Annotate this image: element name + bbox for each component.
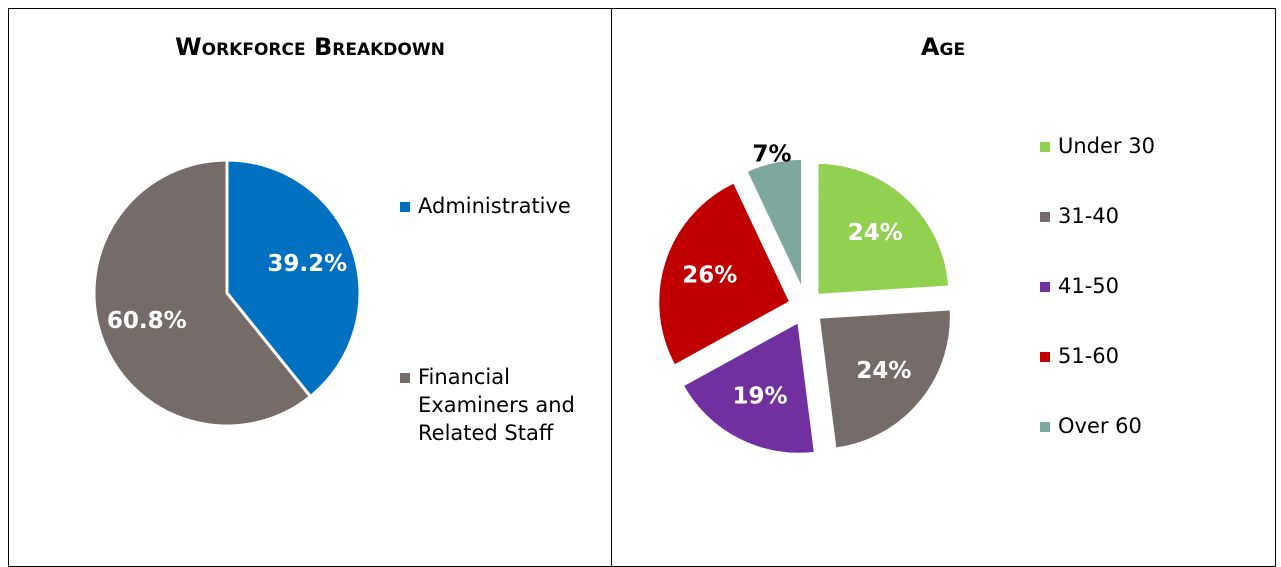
legend-swatch bbox=[1040, 422, 1050, 432]
data-label: 24% bbox=[856, 358, 911, 384]
pie-slice bbox=[656, 179, 793, 369]
chart-title: Workforce Breakdown bbox=[175, 33, 445, 61]
legend-item: Financial Examiners and Related Staff bbox=[418, 365, 575, 445]
legend-swatch bbox=[400, 202, 410, 212]
legend-item: Under 30 bbox=[1058, 134, 1155, 158]
legend-label: 31-40 bbox=[1058, 204, 1120, 228]
data-label: 60.8% bbox=[107, 308, 187, 334]
pie-slice bbox=[743, 156, 805, 293]
legend-swatch bbox=[1040, 282, 1050, 292]
legend-item: 51-60 bbox=[1058, 344, 1120, 368]
data-label: 39.2% bbox=[267, 251, 347, 277]
pie-slice bbox=[815, 160, 952, 297]
pie-slice bbox=[680, 318, 818, 456]
legend-item: 41-50 bbox=[1058, 274, 1120, 298]
legend-item: Administrative bbox=[418, 194, 571, 218]
legend-label: Administrative bbox=[418, 194, 571, 218]
legend-swatch bbox=[400, 373, 410, 383]
legend-label: Over 60 bbox=[1058, 414, 1142, 438]
data-label: 19% bbox=[733, 384, 788, 410]
data-label: 7% bbox=[753, 142, 792, 168]
legend-label: 51-60 bbox=[1058, 344, 1120, 368]
legend-item: 31-40 bbox=[1058, 204, 1120, 228]
legend-item: Over 60 bbox=[1058, 414, 1142, 438]
pie-slice bbox=[816, 307, 953, 451]
chart-title: Age bbox=[921, 33, 965, 61]
legend-label: Financial Examiners and Related Staff bbox=[418, 365, 575, 445]
pie-slice bbox=[92, 158, 313, 428]
legend-swatch bbox=[1040, 212, 1050, 222]
legend-label: Under 30 bbox=[1058, 134, 1155, 158]
pie-slice bbox=[225, 158, 362, 399]
legend-label: 41-50 bbox=[1058, 274, 1120, 298]
legend-swatch bbox=[1040, 352, 1050, 362]
data-label: 26% bbox=[682, 262, 737, 288]
legend-swatch bbox=[1040, 142, 1050, 152]
data-label: 24% bbox=[848, 220, 903, 246]
